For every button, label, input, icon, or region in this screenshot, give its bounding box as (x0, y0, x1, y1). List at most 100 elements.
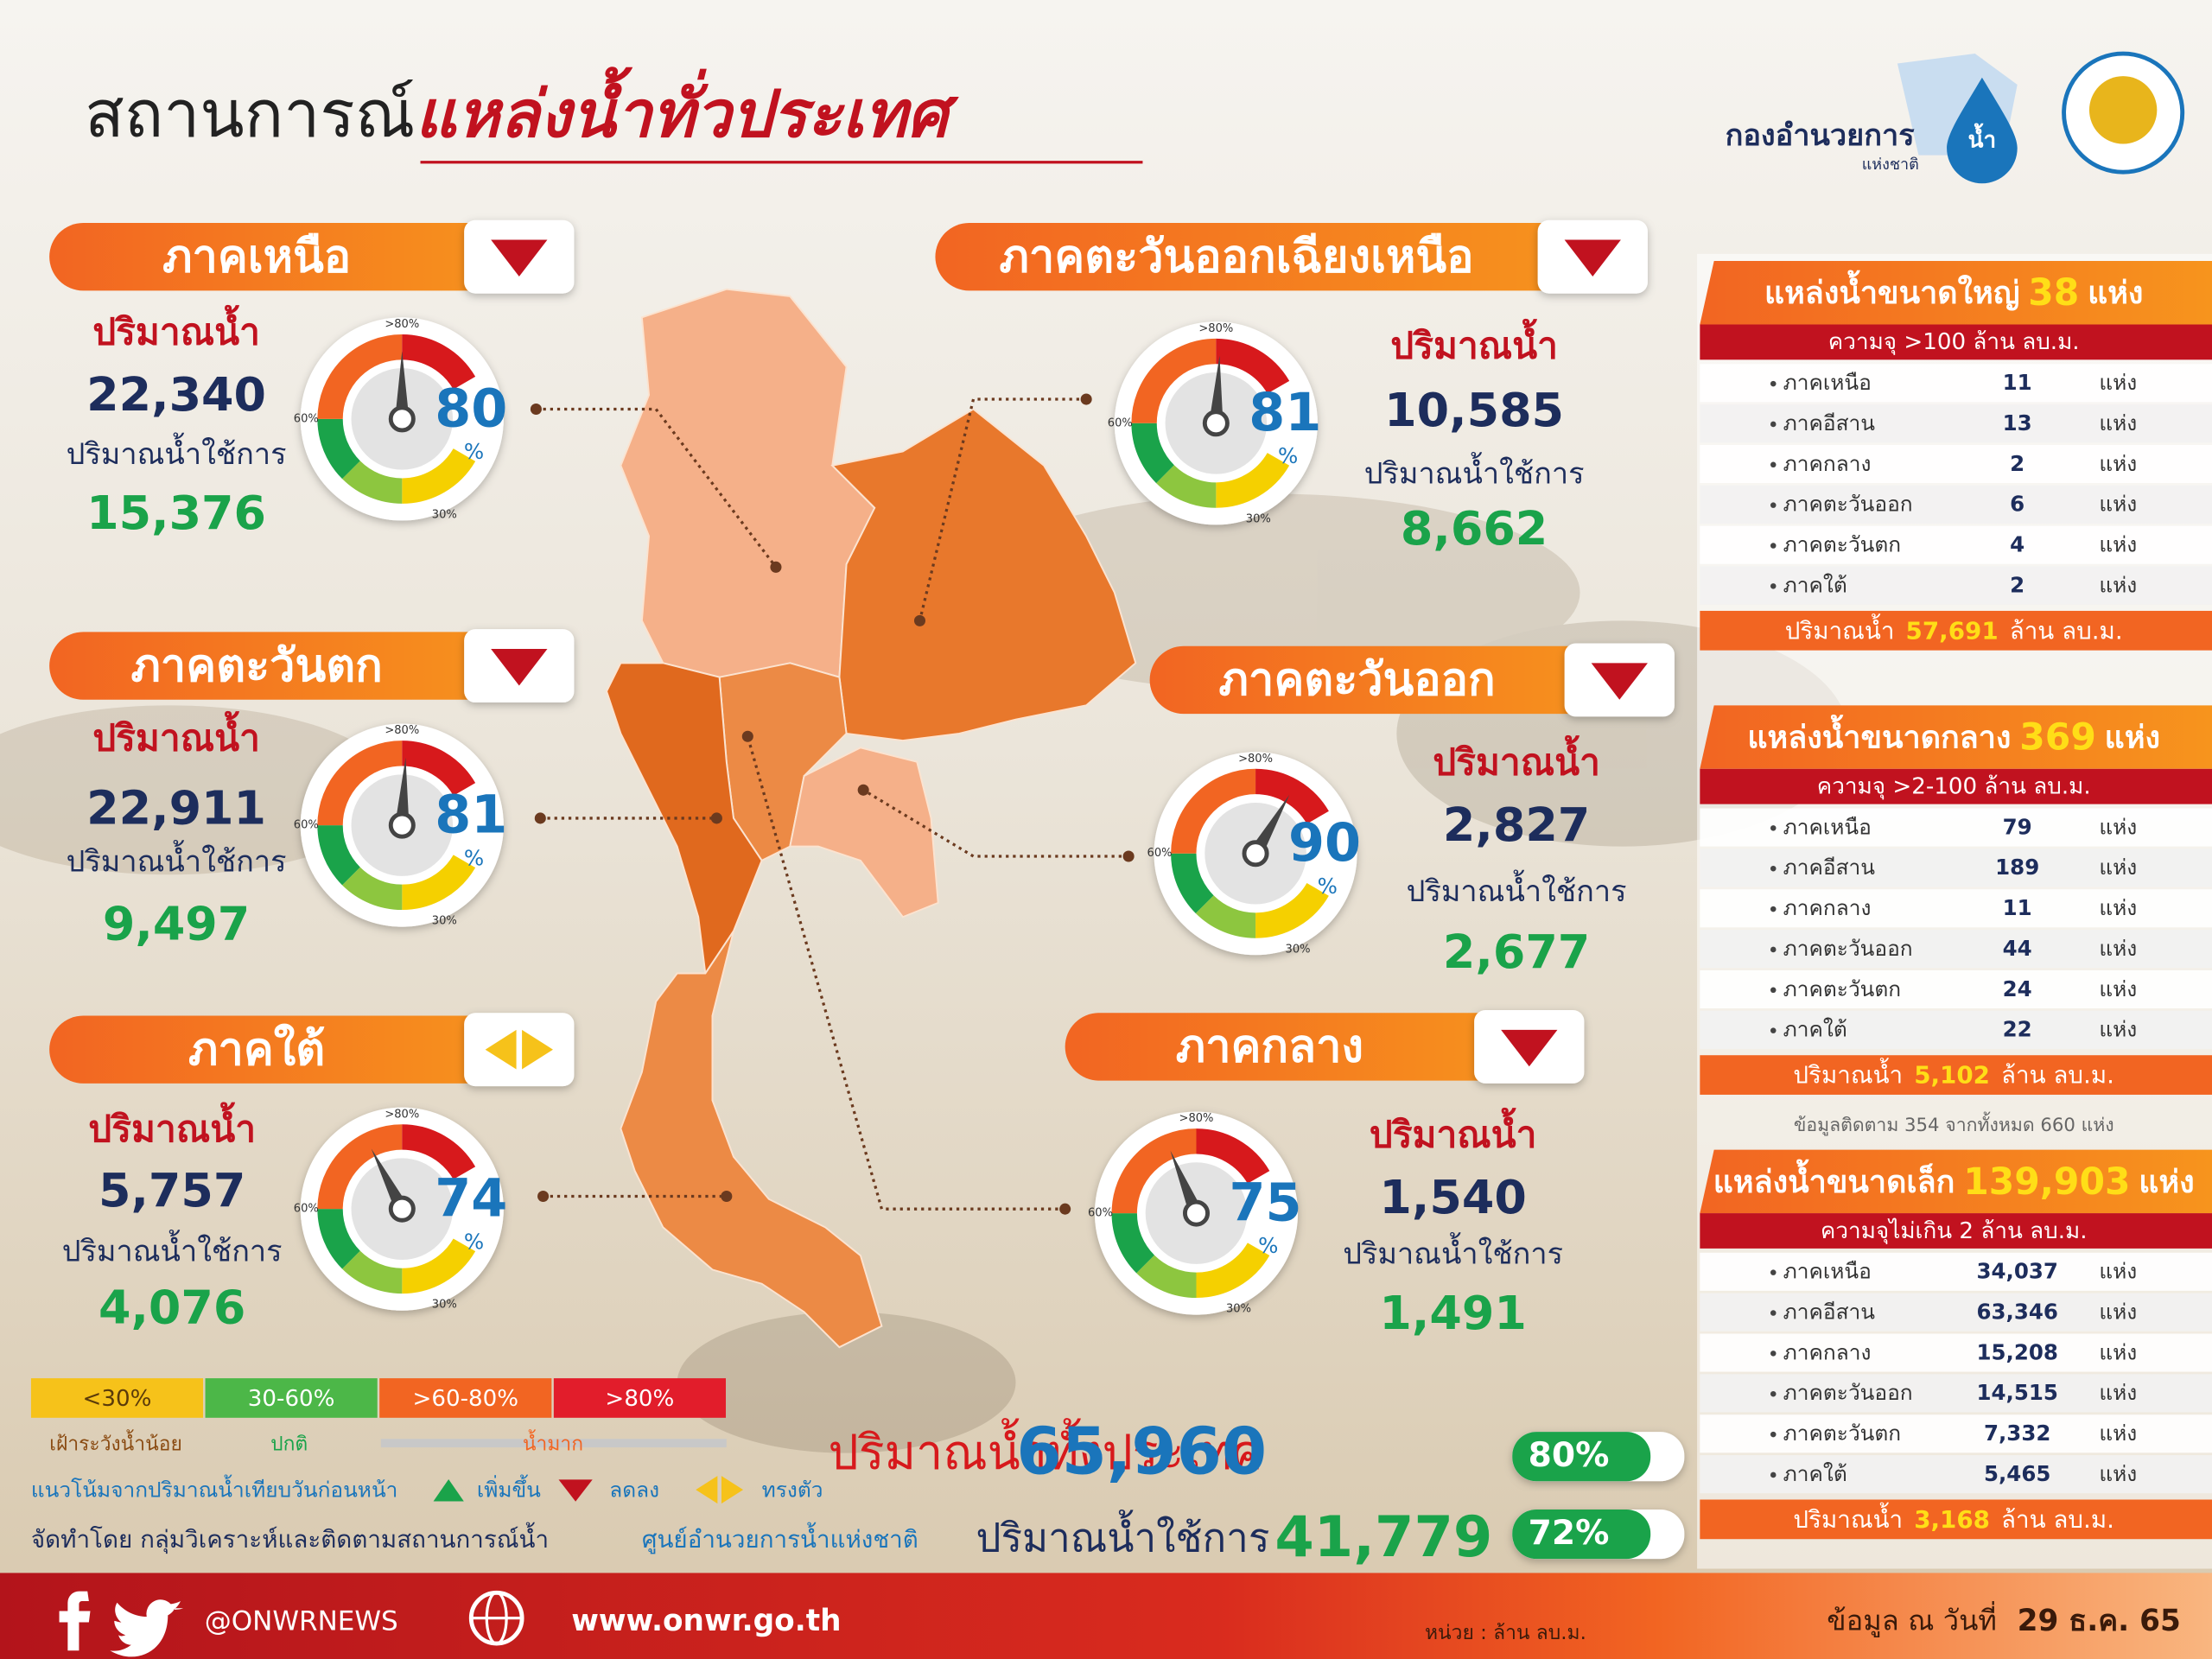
map-east (789, 747, 939, 918)
capacity: ความจุ >100 ล้าน ลบ.ม. (1828, 329, 2080, 355)
legend-high: น้ำมาก (523, 1429, 583, 1455)
gauge-hub (1242, 840, 1269, 868)
trend-steady-icon (696, 1476, 718, 1504)
gauge-band (1255, 768, 1329, 824)
unit-note: หน่วย : ล้าน ลบ.ม. (1425, 1622, 1586, 1644)
logo-water: น้ำ (1968, 123, 1997, 154)
reservoir-footer (1700, 1055, 2212, 1095)
percent-pill (1512, 1509, 1651, 1560)
dot (710, 812, 722, 824)
connector (918, 397, 1087, 621)
capacity-bar (1700, 324, 2212, 360)
row-bg (1700, 485, 2212, 524)
region-card: ภาคตะวันออกเฉียงเหนือปริมาณน้ำ 10,585 ปริม… (935, 219, 1648, 556)
row-bg (1700, 1293, 2212, 1332)
trend-box (464, 1013, 575, 1087)
gauge-needle (395, 351, 410, 419)
row-bullet (1770, 1351, 1777, 1357)
gauge-hub (1202, 410, 1230, 437)
row-unit: แห่ง (2099, 1339, 2137, 1364)
logo-onwr: น้ำ กองอำนวยการ แห่งชาติ (1726, 54, 2018, 184)
row-bg (1700, 1455, 2212, 1494)
volume-value: 1,540 (1379, 1170, 1526, 1224)
gauge-band (317, 418, 361, 480)
footer-label: ปริมาณน้ำ (1793, 1503, 1903, 1534)
gauge-percent-unit: % (464, 845, 484, 870)
social-handle: @ONWRNEWS (205, 1606, 398, 1637)
volume-label: ปริมาณน้ำ (1370, 1107, 1537, 1156)
trend-legend-title: แนวโน้มจากปริมาณน้ำเทียบวันก่อนหน้า (31, 1475, 397, 1503)
volume-label: ปริมาณน้ำ (92, 304, 260, 353)
logo-drop (1947, 77, 2018, 184)
region-name: ภาคเหนือ (162, 231, 351, 283)
connector (746, 735, 1065, 1211)
gauge-band (317, 334, 403, 420)
gauge-band (1215, 338, 1290, 394)
row-unit: แห่ง (2099, 1259, 2137, 1284)
facebook-icon (59, 1591, 91, 1651)
row-unit: แห่ง (2099, 572, 2137, 597)
trend-up-icon (433, 1479, 464, 1502)
region-header-bar (49, 222, 518, 291)
row-bullet (1770, 583, 1777, 589)
percent-pill (1512, 1432, 1651, 1482)
volume-value: 22,911 (86, 780, 266, 835)
usable-value: 4,076 (99, 1280, 245, 1334)
gauge-label-mid: 60% (294, 1203, 319, 1216)
trend-steady-icon (721, 1476, 744, 1504)
row-bullet (1770, 1471, 1777, 1478)
row-count: 7,332 (1984, 1421, 2050, 1446)
gauge-label-high: >80% (1198, 322, 1233, 335)
title-highlight: แหล่งน้ำทั่วประเทศ (415, 67, 959, 152)
gauge-label-mid: 60% (294, 819, 319, 832)
reservoir-footer-text: ปริมาณน้ำ 57,691 ล้าน ลบ.ม. (1785, 613, 2123, 645)
row-unit: แห่ง (2099, 410, 2137, 435)
volume-value: 2,827 (1443, 798, 1590, 852)
capacity-bar (1700, 1213, 2212, 1249)
gauge-percent-unit: % (464, 439, 484, 464)
reservoir-title-text: แหล่งน้ำขนาดกลาง (1747, 715, 2011, 756)
usable-value: 2,677 (1443, 925, 1590, 979)
row-count: 5,465 (1984, 1461, 2050, 1486)
gauge-label-low: 30% (432, 1299, 457, 1312)
legend-level-label: <30% (83, 1386, 152, 1412)
row-unit: แห่ง (2099, 976, 2137, 1001)
row-name: ภาคกลาง (1783, 1339, 1872, 1364)
dot (537, 1190, 550, 1203)
row-unit: แห่ง (2099, 451, 2137, 476)
row-count: 11 (2003, 895, 2032, 920)
footer-value: 57,691 (1906, 616, 1999, 645)
legend-swatch (205, 1378, 378, 1418)
row-name: ภาคเหนือ (1783, 370, 1872, 395)
row-name: ภาคเหนือ (1783, 814, 1872, 839)
volume-label: ปริมาณน้ำ (88, 1102, 256, 1151)
row-name: ภาคตะวันตก (1783, 532, 1901, 557)
gauge-label-low: 30% (1246, 512, 1271, 525)
reservoir-header (1700, 1149, 2212, 1214)
region-header-bar (1065, 1013, 1529, 1081)
gauge-percent-unit: % (464, 1229, 484, 1254)
gauge-percent-unit: % (1258, 1233, 1278, 1258)
trend-legend-steady: ทรงตัว (762, 1478, 823, 1503)
reservoir-count-unit: แห่ง (2139, 1165, 2194, 1200)
row-bullet (1770, 1390, 1777, 1397)
row-bg (1700, 1010, 2212, 1049)
row-count: 4 (2010, 532, 2024, 557)
gauge-band (401, 1124, 476, 1180)
row-bullet (1770, 421, 1777, 428)
trend-down-icon (491, 649, 548, 686)
gauge-band (1215, 452, 1290, 508)
legend-swatch (553, 1378, 726, 1418)
usable-value: 8,662 (1401, 501, 1548, 556)
gauge-band (1171, 768, 1256, 855)
logo-ministry (2062, 51, 2185, 175)
legend-normal: ปกติ (270, 1433, 308, 1455)
usable-label: ปริมาณน้ำใช้การ (67, 432, 287, 472)
row-bg (1700, 808, 2212, 847)
row-bg (1700, 444, 2212, 484)
gauge-band (401, 448, 476, 504)
row-count: 2 (2010, 572, 2024, 597)
usable-value: 9,497 (103, 896, 250, 950)
